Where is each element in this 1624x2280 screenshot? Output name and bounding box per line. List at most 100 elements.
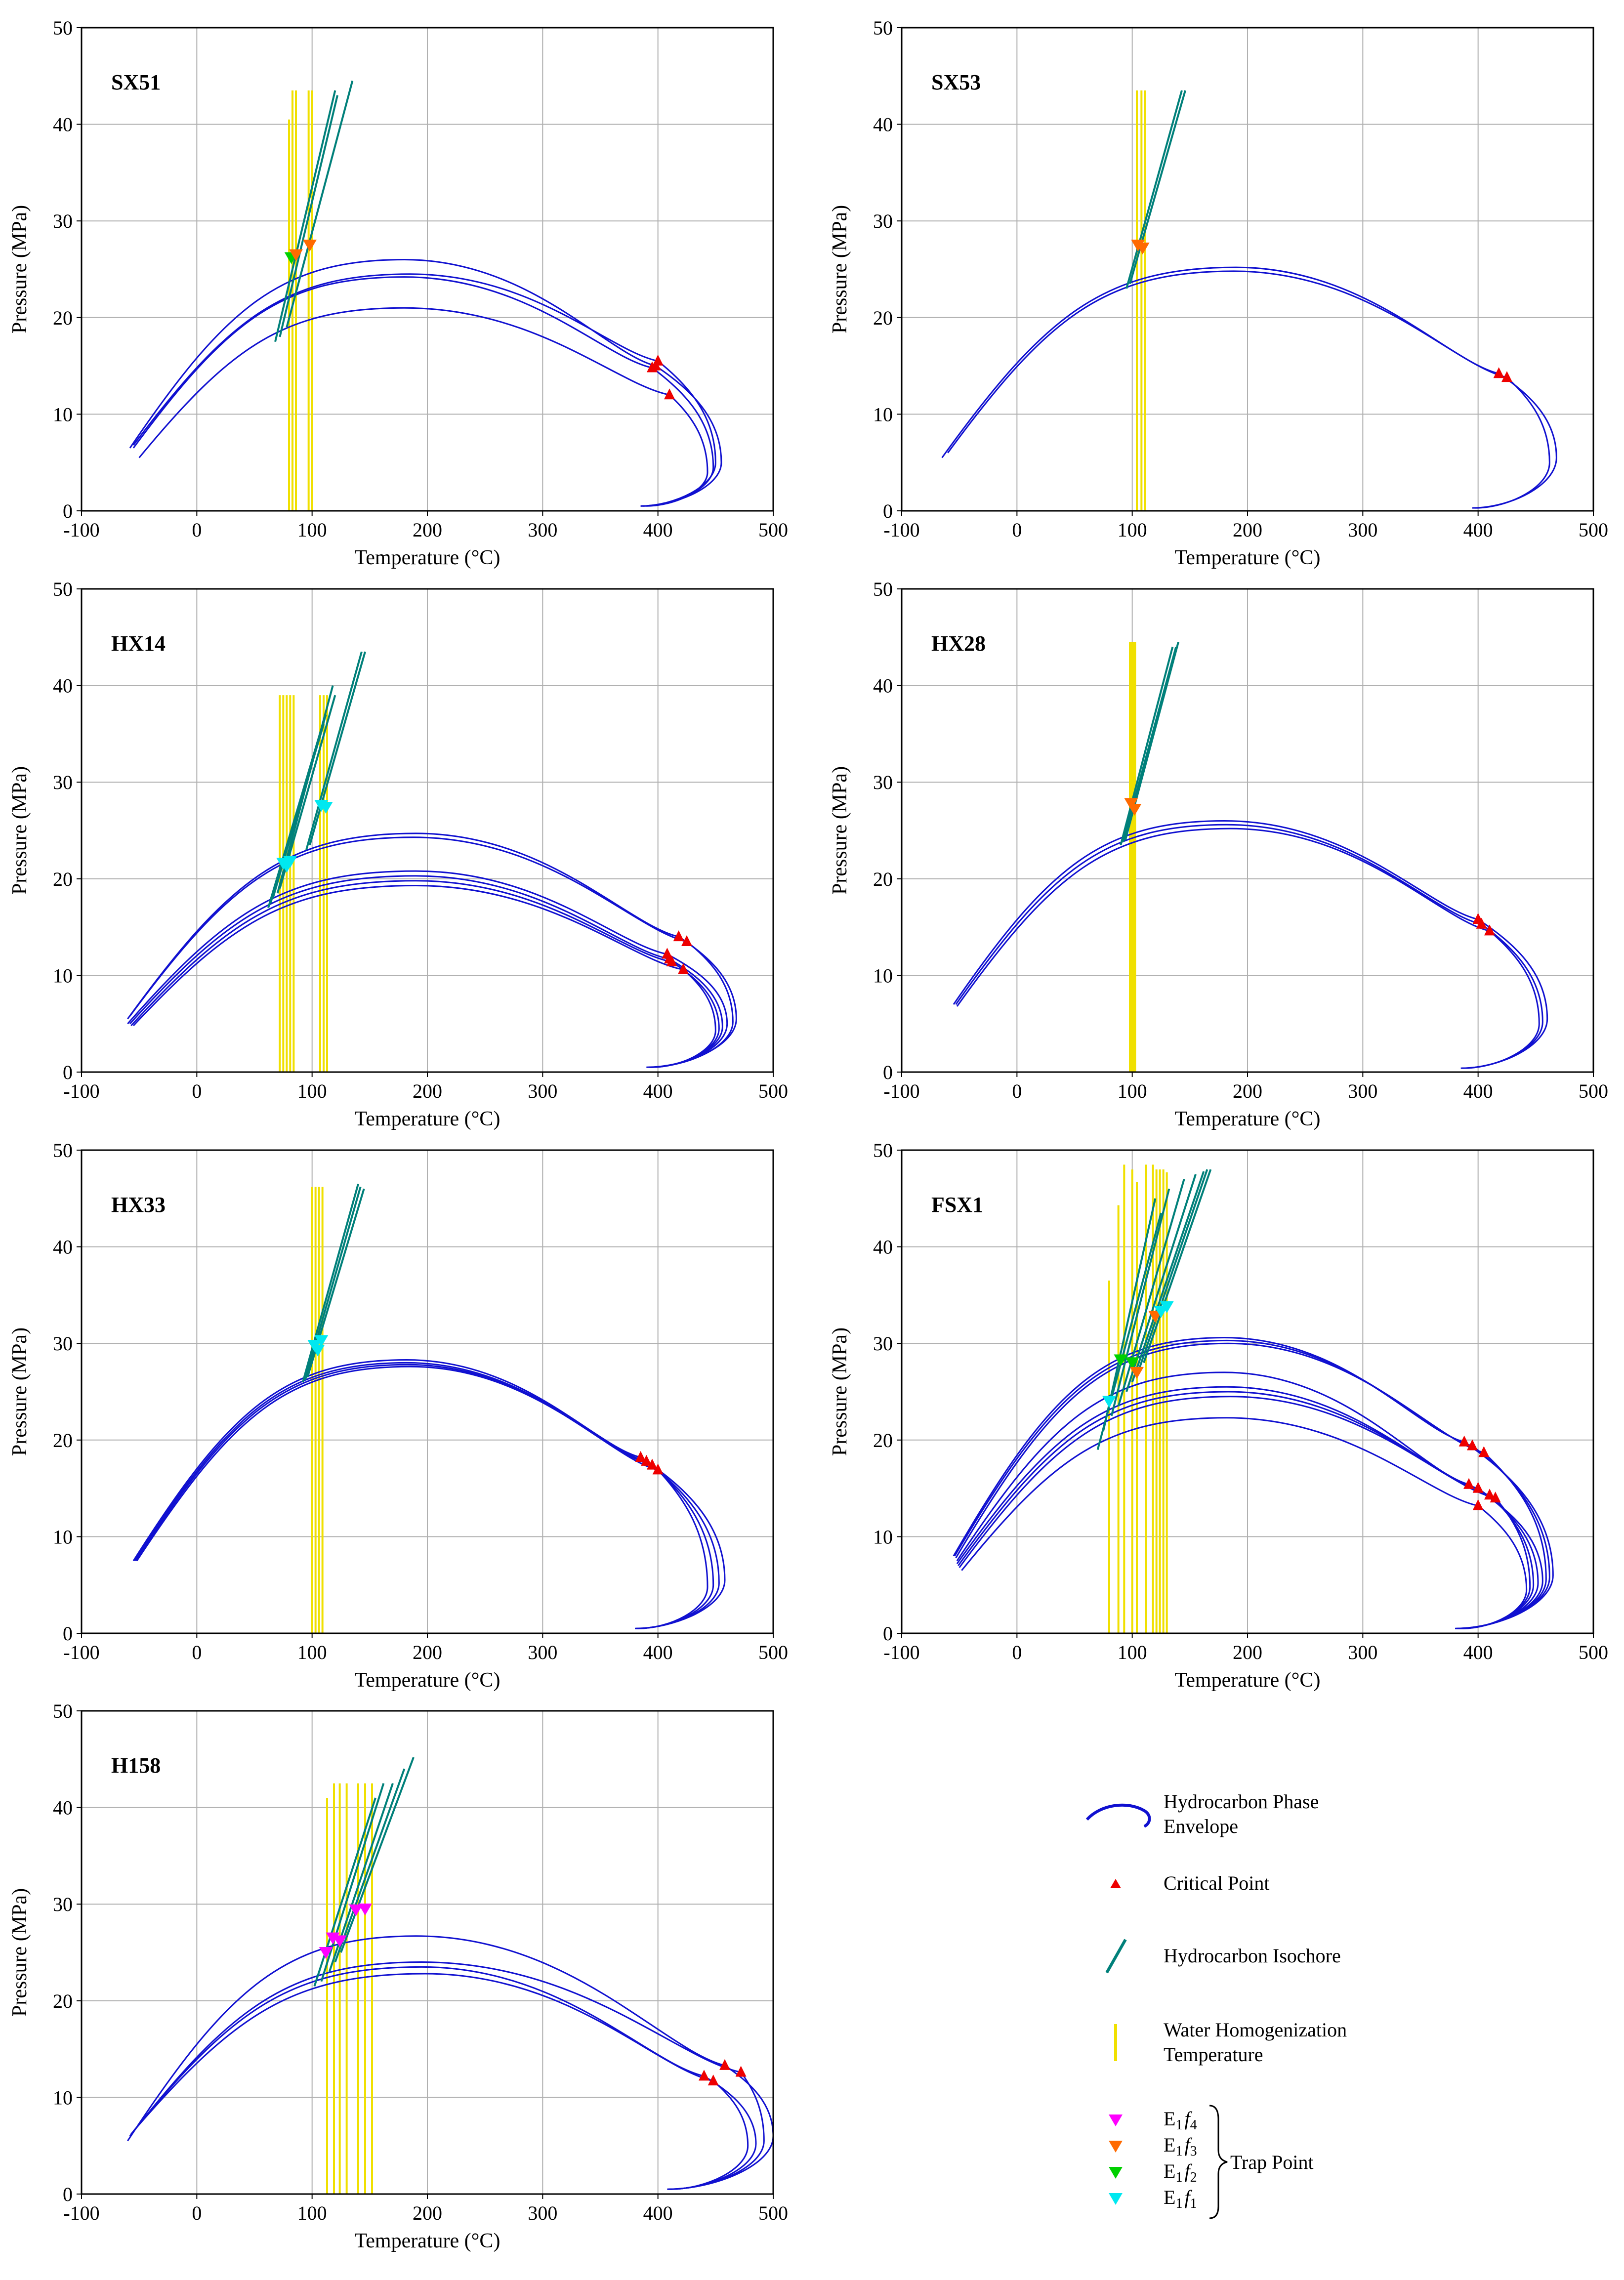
- phase-envelope-curve: [130, 1966, 757, 2190]
- y-tick-label: 40: [873, 1236, 893, 1258]
- x-tick-label: 100: [297, 519, 327, 541]
- trap-point-marker: [1127, 803, 1142, 816]
- y-axis-label: Pressure (MPa): [8, 1327, 31, 1456]
- phase-envelope-curve: [129, 836, 734, 1068]
- critical-point-marker: [1478, 1446, 1490, 1457]
- chart-title: H158: [111, 1753, 161, 1778]
- y-tick-label: 40: [873, 114, 893, 136]
- critical-point-marker: [681, 935, 692, 946]
- x-tick-label: 200: [413, 1641, 442, 1663]
- phase-envelope-curve: [954, 1339, 1550, 1629]
- critical-point-marker: [652, 354, 664, 366]
- y-tick-label: 20: [53, 307, 73, 329]
- trap-point-marker: [1125, 1357, 1139, 1369]
- phase-envelope-curve: [129, 1961, 765, 2190]
- critical-point-marker: [647, 361, 658, 373]
- y-tick-label: 50: [53, 17, 73, 39]
- y-tick-label: 40: [53, 114, 73, 136]
- x-tick-label: -100: [63, 2202, 99, 2224]
- critical-point-marker: [1476, 917, 1487, 929]
- y-axis-label: Pressure (MPa): [8, 1888, 31, 2017]
- isochore-line: [286, 81, 354, 328]
- plot-frame: [901, 1149, 1594, 1634]
- y-axis-label: Pressure (MPa): [829, 205, 851, 333]
- x-tick-label: 0: [192, 1080, 202, 1102]
- legend-trap-brace: [1209, 2105, 1228, 2219]
- x-tick-label: 500: [758, 1080, 788, 1102]
- phase-envelope-curve: [127, 870, 728, 1068]
- legend-trap-label: E1 f2: [1164, 2160, 1197, 2185]
- y-tick-label: 0: [883, 1061, 893, 1083]
- isochore-line: [302, 1183, 359, 1382]
- phase-envelope-curve: [138, 307, 708, 507]
- x-tick-label: 400: [643, 2202, 673, 2224]
- y-tick-label: 50: [53, 1139, 73, 1161]
- x-tick-label: 300: [1348, 1641, 1377, 1663]
- y-tick-label: 30: [53, 210, 73, 232]
- y-tick-label: 50: [873, 17, 893, 39]
- legend-trap-num: 4: [1190, 2117, 1197, 2133]
- isochore-line: [1117, 1179, 1185, 1407]
- chart-hx28: -100 0 100 200 300 400 50001020304050HX28Tempe…: [829, 578, 1608, 1130]
- x-axis-label: Temperature (°C): [355, 546, 500, 569]
- legend-trap-label: E1 f1: [1164, 2186, 1197, 2211]
- x-tick-label: 300: [528, 519, 557, 541]
- critical-point-marker: [1467, 1439, 1478, 1451]
- critical-point-marker: [1458, 1435, 1470, 1447]
- y-tick-label: 50: [873, 578, 893, 600]
- phase-envelope-curve: [958, 1391, 1535, 1629]
- y-tick-label: 10: [873, 403, 893, 425]
- legend-trap-num: 2: [1190, 2170, 1197, 2185]
- y-tick-label: 20: [53, 1990, 73, 2012]
- trap-point-marker: [303, 240, 317, 252]
- y-tick-label: 20: [873, 868, 893, 890]
- legend-isochore-icon: [1105, 1939, 1127, 1974]
- phase-envelope-curve: [132, 1973, 749, 2190]
- y-axis-label: Pressure (MPa): [8, 205, 31, 333]
- y-tick-label: 10: [873, 1526, 893, 1548]
- plot-frame: [901, 588, 1594, 1073]
- plot-frame: [81, 27, 774, 512]
- isochore-line: [279, 95, 338, 337]
- phase-envelope-curve: [941, 266, 1557, 509]
- critical-point-marker: [673, 930, 684, 942]
- critical-point-marker: [1484, 1489, 1495, 1500]
- y-tick-label: 10: [53, 403, 73, 425]
- x-axis-label: Temperature (°C): [355, 2230, 500, 2252]
- phase-envelope-curve: [953, 1336, 1554, 1629]
- x-tick-label: 400: [643, 1641, 673, 1663]
- x-tick-label: 300: [528, 1080, 557, 1102]
- legend-trap-sub: 1: [1175, 2117, 1182, 2133]
- phase-envelope-curve: [953, 820, 1548, 1069]
- legend-trap-sub: 1: [1175, 2196, 1182, 2211]
- critical-point-marker: [699, 2070, 709, 2081]
- legend-trap-num: 1: [1190, 2196, 1197, 2211]
- x-tick-label: 400: [1463, 1080, 1493, 1102]
- critical-point-marker: [641, 1454, 652, 1466]
- x-tick-label: 500: [1579, 519, 1608, 541]
- phase-envelope-curve: [956, 1371, 1543, 1629]
- trap-point-marker: [289, 249, 303, 261]
- x-axis-label: Temperature (°C): [1175, 1108, 1321, 1130]
- legend-isochore-label: Hydrocarbon Isochore: [1164, 1945, 1341, 1967]
- phase-envelope-curve: [956, 828, 1540, 1069]
- legend-trap-sub: 1: [1175, 2144, 1182, 2159]
- trap-point-marker: [1160, 1301, 1174, 1313]
- trap-point-marker: [349, 1904, 363, 1916]
- critical-point-marker: [735, 2066, 747, 2077]
- legend-trap-label: E1 f3: [1164, 2134, 1197, 2159]
- legend-trap-sub: 1: [1175, 2170, 1182, 2185]
- legend-trap-icon: [1109, 2114, 1123, 2126]
- isochore-line: [1125, 1174, 1197, 1392]
- isochore-line: [313, 1797, 376, 1987]
- chart-title: SX53: [931, 70, 981, 94]
- phase-envelope-curve: [136, 1366, 708, 1629]
- chart-fsx1: -100 0 100 200 300 400 50001020304050FSX1Tempe…: [829, 1139, 1608, 1692]
- y-tick-label: 30: [53, 1893, 73, 1915]
- y-tick-label: 30: [873, 210, 893, 232]
- x-tick-label: 0: [1012, 519, 1022, 541]
- isochore-line: [304, 1186, 362, 1381]
- y-tick-label: 20: [53, 868, 73, 890]
- phase-envelope-curve: [947, 270, 1550, 509]
